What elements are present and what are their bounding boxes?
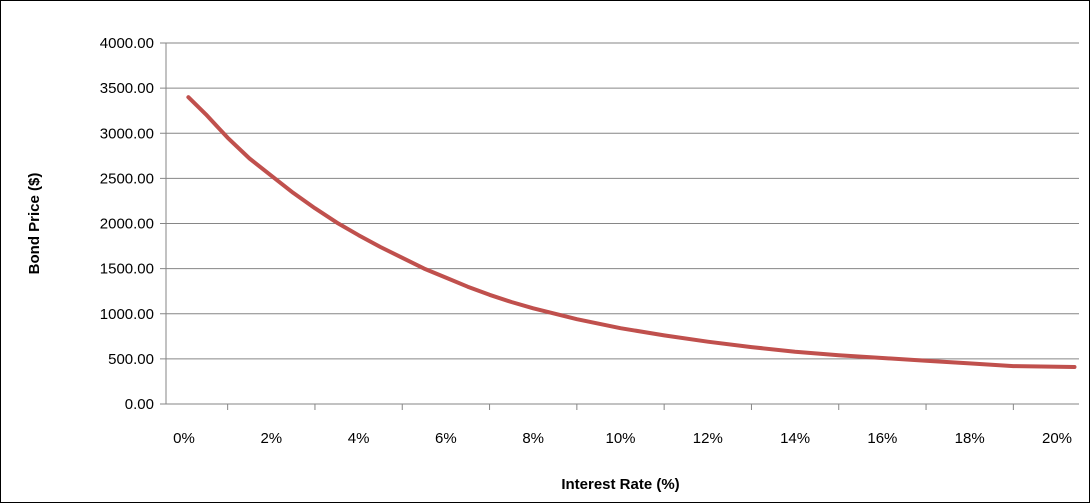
x-tick-label: 0% bbox=[173, 430, 195, 447]
x-tick-label: 18% bbox=[955, 430, 985, 447]
y-tick-label: 1000.00 bbox=[100, 306, 154, 323]
x-tick-label: 4% bbox=[348, 430, 370, 447]
y-tick-label: 4000.00 bbox=[100, 35, 154, 52]
x-tick-label: 16% bbox=[867, 430, 897, 447]
y-tick-label: 1500.00 bbox=[100, 261, 154, 278]
y-tick-label: 500.00 bbox=[108, 351, 154, 368]
x-tick-label: 6% bbox=[435, 430, 457, 447]
x-tick-label: 20% bbox=[1042, 430, 1072, 447]
y-tick-label: 2000.00 bbox=[100, 216, 154, 233]
y-axis-title: Bond Price ($) bbox=[26, 173, 43, 275]
x-tick-label: 12% bbox=[693, 430, 723, 447]
gridlines bbox=[166, 42, 1079, 360]
y-tick-label: 3500.00 bbox=[100, 80, 154, 97]
x-tick-label: 2% bbox=[260, 430, 282, 447]
x-axis-title: Interest Rate (%) bbox=[561, 476, 679, 493]
x-tick-label: 10% bbox=[605, 430, 635, 447]
y-tick-label: 3000.00 bbox=[100, 125, 154, 142]
x-axis-ticks: 0% 2% 4% 6% 8% 10% 12% 14% 16% 18% 20% bbox=[173, 404, 1072, 447]
x-tick-label: 14% bbox=[780, 430, 810, 447]
y-axis-ticks: 0.00 500.00 1000.00 1500.00 2000.00 2500.00 30… bbox=[100, 35, 166, 413]
y-tick-label: 2500.00 bbox=[100, 170, 154, 187]
x-tick-label: 8% bbox=[522, 430, 544, 447]
y-tick-label: 0.00 bbox=[125, 396, 154, 413]
series-line-bond-price bbox=[186, 95, 1077, 369]
